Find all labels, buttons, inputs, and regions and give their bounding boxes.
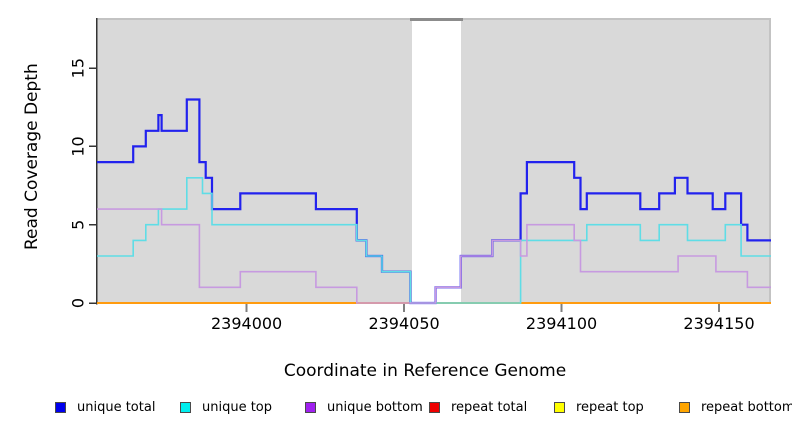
series-line-unique-top bbox=[97, 177, 771, 304]
x-tick-label: 2394150 bbox=[683, 314, 754, 333]
y-tick-label: 5 bbox=[69, 220, 88, 230]
legend-swatch bbox=[554, 402, 565, 413]
x-axis-title: Coordinate in Reference Genome bbox=[283, 361, 567, 381]
gap-region-top-cap bbox=[409, 18, 463, 21]
series-line-unique-bottom bbox=[97, 208, 771, 304]
legend-label: repeat bottom bbox=[701, 400, 792, 415]
legend-label: unique top bbox=[202, 400, 273, 415]
legend-swatch bbox=[180, 402, 191, 413]
legend-swatch bbox=[55, 402, 66, 413]
legend-label: unique total bbox=[77, 400, 156, 415]
legend-swatch bbox=[305, 402, 316, 413]
x-tick-label: 2394000 bbox=[211, 314, 282, 333]
y-axis-title: Read Coverage Depth bbox=[22, 63, 42, 250]
legend-swatch bbox=[679, 402, 690, 413]
gap-region-band bbox=[411, 19, 461, 303]
legend-label: repeat top bbox=[576, 400, 644, 415]
legend-label: repeat total bbox=[451, 400, 528, 415]
x-tick-label: 2394050 bbox=[368, 314, 439, 333]
y-tick-label: 10 bbox=[69, 136, 88, 156]
legend-swatch bbox=[429, 402, 440, 413]
y-tick-label: 15 bbox=[69, 58, 88, 78]
x-tick-label: 2394100 bbox=[526, 314, 597, 333]
y-tick-label: 0 bbox=[69, 298, 88, 308]
legend-label: unique bottom bbox=[327, 400, 423, 415]
